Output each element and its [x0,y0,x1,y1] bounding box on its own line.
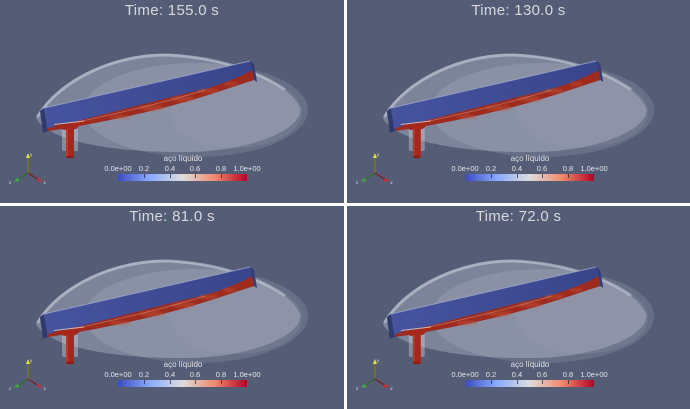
colorbar[interactable] [465,380,594,387]
color-legend: aço líquido 0.0e+00 0.2 0.4 0.6 0.8 1.0e… [451,360,608,387]
legend-tick: 1.0e+00 [580,164,608,173]
legend-tick-labels: 0.0e+00 0.2 0.4 0.6 0.8 1.0e+00 [451,370,607,380]
legend-tick: 1.0e+00 [233,164,261,173]
legend-tick: 0.6 [189,164,201,173]
legend-tick: 0.8 [562,164,574,173]
render-view-top-left[interactable]: Time: 155.0 s aço líquido 0.0e+00 0.2 0.… [0,0,344,203]
colorbar[interactable] [118,174,247,181]
legend-tick: 0.8 [215,164,227,173]
time-annotation: Time: 81.0 s [129,208,215,225]
legend-tick: 0.8 [215,370,227,379]
colorbar[interactable] [118,380,247,387]
colorbar[interactable] [465,174,594,181]
color-legend: aço líquido 0.0e+00 0.2 0.4 0.6 0.8 1.0e… [104,154,261,181]
legend-tick-labels: 0.0e+00 0.2 0.4 0.6 0.8 1.0e+00 [104,370,260,380]
render-view-top-right[interactable]: Time: 130.0 s aço líquido 0.0e+00 0.2 0.… [347,0,690,203]
legend-tick: 1.0e+00 [233,370,261,379]
legend-tick: 0.6 [536,370,548,379]
render-view-bottom-right[interactable]: Time: 72.0 s aço líquido 0.0e+00 0.2 0.4… [347,206,690,409]
legend-title: aço líquido [163,154,203,163]
legend-tick: 0.4 [511,370,523,379]
time-annotation: Time: 130.0 s [471,2,566,19]
legend-tick: 0.2 [485,370,497,379]
color-legend: aço líquido 0.0e+00 0.2 0.4 0.6 0.8 1.0e… [451,154,608,181]
legend-tick: 0.2 [138,370,150,379]
legend-tick: 0.6 [536,164,548,173]
legend-tick: 0.0e+00 [451,370,479,379]
legend-tick: 0.0e+00 [104,370,132,379]
legend-tick: 0.8 [562,370,574,379]
time-annotation: Time: 72.0 s [475,208,562,225]
legend-tick: 0.2 [485,164,497,173]
legend-tick: 0.4 [164,164,176,173]
color-legend: aço líquido 0.0e+00 0.2 0.4 0.6 0.8 1.0e… [104,360,261,387]
legend-tick-labels: 0.0e+00 0.2 0.4 0.6 0.8 1.0e+00 [451,164,607,174]
legend-title: aço líquido [163,360,203,369]
legend-tick: 0.0e+00 [104,164,132,173]
legend-title: aço líquido [510,154,550,163]
time-annotation: Time: 155.0 s [124,2,220,19]
legend-tick: 0.0e+00 [451,164,479,173]
legend-title: aço líquido [510,360,550,369]
render-view-bottom-left[interactable]: Time: 81.0 s aço líquido 0.0e+00 0.2 0.4… [0,206,344,409]
legend-tick: 0.6 [189,370,201,379]
legend-tick: 0.4 [511,164,523,173]
legend-tick: 0.2 [138,164,150,173]
legend-tick: 1.0e+00 [580,370,608,379]
legend-tick: 0.4 [164,370,176,379]
legend-tick-labels: 0.0e+00 0.2 0.4 0.6 0.8 1.0e+00 [104,164,260,174]
